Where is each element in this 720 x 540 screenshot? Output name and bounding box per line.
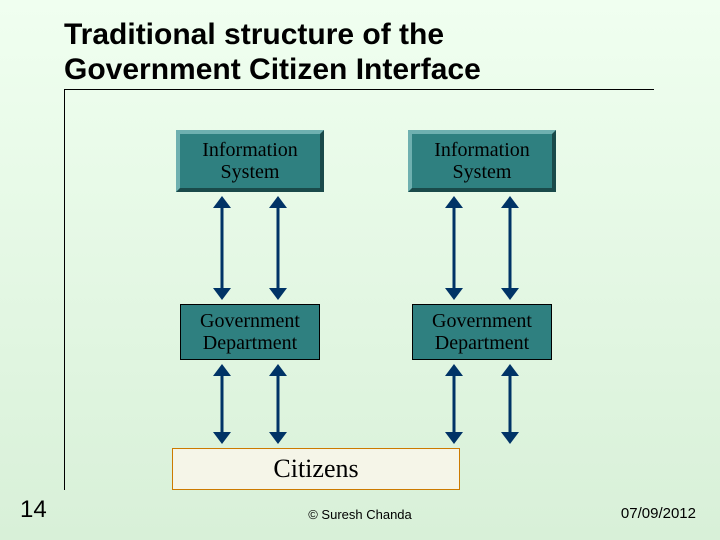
arrows-layer (0, 0, 720, 540)
slide-date: 07/09/2012 (621, 505, 696, 522)
copyright-text: © Suresh Chanda (0, 507, 720, 522)
